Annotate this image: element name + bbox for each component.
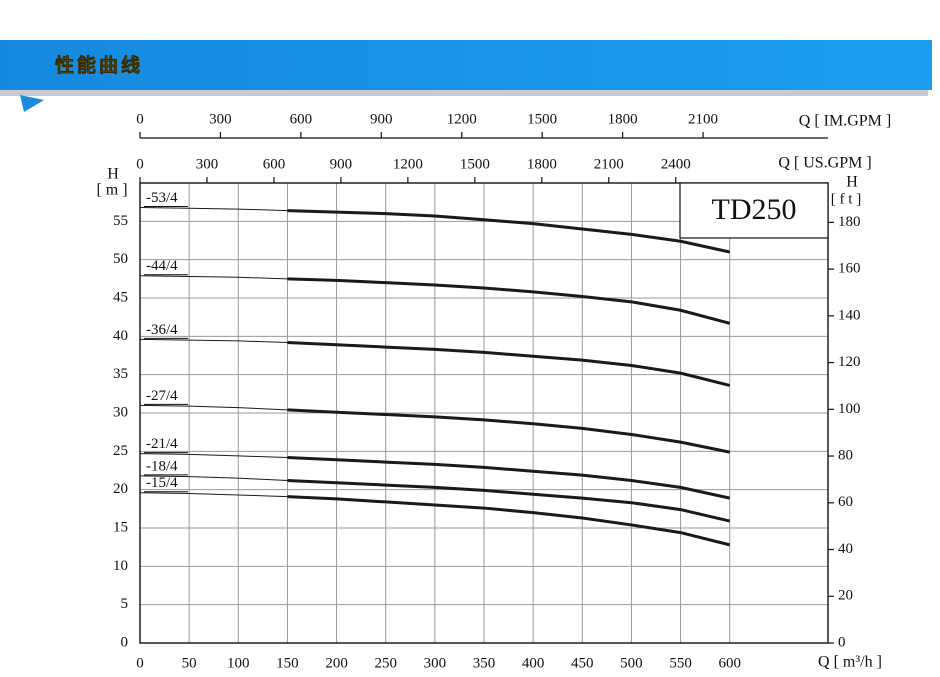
x2-tick-label: 900 <box>370 111 393 127</box>
x-axis-label: Q [ m³/h ] <box>818 654 882 671</box>
x3-tick-label: 600 <box>263 156 286 172</box>
curve-line-bold <box>287 455 731 500</box>
y2-tick-label: 180 <box>838 214 861 230</box>
x-tick-label: 350 <box>473 655 496 671</box>
series-label: -44/4 <box>146 258 178 274</box>
y2-tick-label: 140 <box>838 307 861 323</box>
x3-tick-label: 0 <box>136 156 144 172</box>
x3-axis-label: Q [ US.GPM ] <box>778 155 871 172</box>
y-tick-label: 15 <box>113 519 128 535</box>
x-tick-label: 500 <box>620 655 643 671</box>
chart-title: TD250 <box>712 193 797 226</box>
y-tick-label: 50 <box>113 251 128 267</box>
title-box <box>679 182 829 239</box>
y-axis-label: H <box>107 166 119 183</box>
series-label: -18/4 <box>146 458 178 474</box>
x3-tick-label: 2100 <box>594 156 624 172</box>
x3-tick-label: 900 <box>330 156 353 172</box>
y2-tick-label: 60 <box>838 494 853 510</box>
curve-line-bold <box>287 495 731 547</box>
x2-tick-label: 300 <box>209 111 232 127</box>
curve-line-bold <box>287 340 731 387</box>
y2-axis-unit: [ f t ] <box>831 191 861 207</box>
y-tick-label: 45 <box>113 289 128 305</box>
y-tick-label: 5 <box>121 596 129 612</box>
x-tick-label: 0 <box>136 655 144 671</box>
y2-tick-label: 20 <box>838 588 853 604</box>
x-tick-label: 300 <box>424 655 447 671</box>
x3-tick-label: 1200 <box>393 156 423 172</box>
x-tick-label: 250 <box>374 655 397 671</box>
x-tick-label: 550 <box>669 655 692 671</box>
y2-axis-label: H <box>846 174 858 191</box>
banner <box>0 40 932 90</box>
banner-shadow <box>0 90 928 96</box>
series-label: -15/4 <box>146 475 178 491</box>
x3-tick-label: 1800 <box>527 156 557 172</box>
y2-tick-label: 100 <box>838 401 861 417</box>
curve-line-bold <box>287 209 731 254</box>
y2-tick-label: 0 <box>838 634 846 650</box>
y-axis-unit: [ m ] <box>96 182 127 199</box>
x2-tick-label: 1200 <box>447 111 477 127</box>
x3-tick-label: 2400 <box>661 156 691 172</box>
y-tick-label: 10 <box>113 558 128 574</box>
y-tick-label: 0 <box>121 634 129 650</box>
series-label: -53/4 <box>146 190 178 206</box>
x3-tick-label: 300 <box>196 156 219 172</box>
x2-tick-label: 600 <box>290 111 313 127</box>
series-label: -27/4 <box>146 388 178 404</box>
y-tick-label: 40 <box>113 328 128 344</box>
x-tick-label: 600 <box>718 655 741 671</box>
curve-line-bold <box>287 478 731 523</box>
y2-tick-label: 80 <box>838 447 853 463</box>
x2-tick-label: 2100 <box>688 111 718 127</box>
x2-tick-label: 0 <box>136 111 144 127</box>
x3-tick-label: 1500 <box>460 156 490 172</box>
x2-tick-label: 1500 <box>527 111 557 127</box>
curve-line-bold <box>287 408 731 454</box>
x2-tick-label: 1800 <box>608 111 638 127</box>
x-tick-label: 150 <box>276 655 299 671</box>
y2-tick-label: 120 <box>838 354 861 370</box>
x-tick-label: 100 <box>227 655 250 671</box>
x-tick-label: 450 <box>571 655 594 671</box>
y-tick-label: 25 <box>113 443 128 459</box>
y2-tick-label: 40 <box>838 541 853 557</box>
y-tick-label: 35 <box>113 366 128 382</box>
x-tick-label: 50 <box>182 655 197 671</box>
curve-line-bold <box>287 277 731 325</box>
series-label: -21/4 <box>146 436 178 452</box>
y-tick-label: 30 <box>113 404 128 420</box>
x-tick-label: 400 <box>522 655 545 671</box>
y2-tick-label: 160 <box>838 261 861 277</box>
plot-frame <box>139 182 829 644</box>
banner-arrow <box>20 95 44 112</box>
x-tick-label: 200 <box>325 655 348 671</box>
x2-axis-label: Q [ IM.GPM ] <box>799 113 891 130</box>
series-label: -36/4 <box>146 322 178 338</box>
y-tick-label: 20 <box>113 481 128 497</box>
y-tick-label: 55 <box>113 213 128 229</box>
banner-title: 性能曲线 <box>55 54 143 77</box>
